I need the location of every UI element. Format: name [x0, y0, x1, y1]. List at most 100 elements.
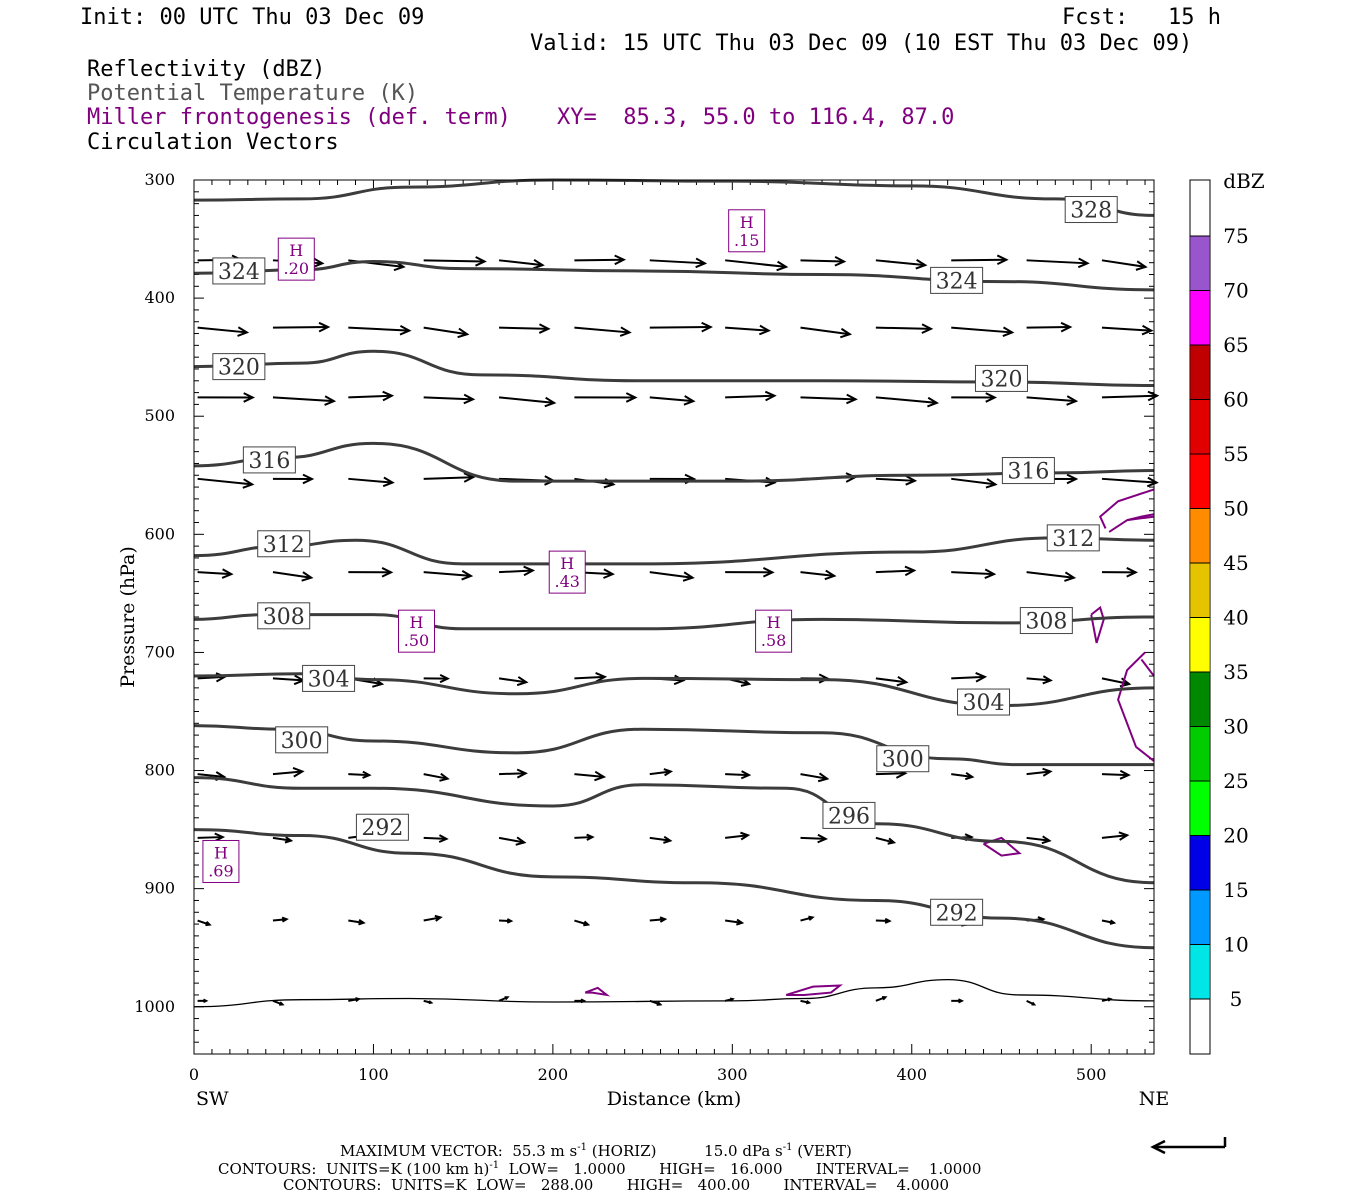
- circulation-vector: [951, 258, 1007, 262]
- vector-arrowhead: [583, 920, 591, 927]
- circulation-vector: [649, 326, 711, 329]
- fronto-max-value: .15: [734, 231, 759, 250]
- theta-contour: [193, 828, 1155, 950]
- theta-label-box: [822, 801, 876, 829]
- vector-arrowhead: [817, 772, 830, 783]
- circulation-vector: [1101, 677, 1130, 685]
- x-tick-label: 500: [1076, 1065, 1107, 1084]
- field-frontogenesis: Miller frontogenesis (def. term): [87, 105, 511, 130]
- colorbar-label: 20: [1223, 824, 1248, 848]
- theta-label-box: [974, 364, 1028, 392]
- circulation-vector: [1101, 259, 1146, 268]
- circulation-vector: [649, 571, 693, 579]
- fronto-max-box: [398, 609, 436, 653]
- circulation-vector: [800, 836, 826, 840]
- theta-label: 292: [361, 816, 403, 841]
- frontogenesis-contour: [1140, 658, 1155, 677]
- frontogenesis-contours: [584, 488, 1155, 997]
- field-vectors: Circulation Vectors: [87, 130, 339, 155]
- vector-arrowhead: [701, 321, 713, 333]
- circulation-vector: [197, 571, 232, 576]
- circulation-vector: [272, 326, 329, 329]
- colorbar-segment: [1189, 726, 1211, 782]
- vector-arrowhead: [1126, 567, 1139, 578]
- vector-arrowhead: [279, 1001, 285, 1006]
- vector-arrowhead: [302, 473, 315, 485]
- circulation-vector: [649, 918, 666, 922]
- vector-arrowhead: [619, 326, 632, 337]
- circulation-vector: [423, 836, 447, 840]
- vector-arrowhead: [461, 569, 474, 581]
- vector-arrowhead: [457, 327, 470, 339]
- theta-contours: 328 324 324 320 320 316 316 312 312 308 308 304 304 3…: [193, 178, 1155, 1008]
- theta-label: 300: [882, 748, 924, 773]
- vector-arrowhead: [1141, 324, 1154, 336]
- fronto-max-value: .50: [404, 631, 429, 650]
- valid-time: Valid: 15 UTC Thu 03 Dec 09 (10 EST Thu …: [530, 31, 1193, 56]
- circulation-vector: [649, 259, 705, 265]
- vector-arrowhead: [984, 568, 997, 579]
- x-tick-label: 400: [896, 1065, 927, 1084]
- init-time: Init: 00 UTC Thu 03 Dec 09: [80, 5, 425, 30]
- vector-arrowhead: [764, 390, 777, 402]
- fronto-max-label: H: [214, 843, 228, 862]
- circulation-vector: [951, 773, 973, 778]
- circulation-vector: [1101, 326, 1152, 332]
- colorbar: 5 10 15 20 25 30 35 40 45 50 55 60 65 70 75 dBZ: [1189, 169, 1265, 1055]
- vector-arrowhead: [805, 1000, 812, 1005]
- circulation-vector: [574, 326, 630, 334]
- circulation-vector: [574, 836, 593, 839]
- axis-ticks: [193, 179, 1154, 1055]
- colorbar-segment: [1189, 617, 1211, 673]
- vector-arrowhead: [839, 327, 853, 339]
- theta-contour: [193, 259, 1155, 292]
- circulation-vector: [800, 326, 850, 336]
- vector-arrowhead: [301, 571, 314, 582]
- circulation-vector: [875, 836, 895, 844]
- vector-arrowhead: [663, 835, 673, 844]
- fronto-max-value: .58: [761, 631, 786, 650]
- vector-arrowhead: [663, 768, 674, 777]
- circulation-vector: [272, 836, 292, 842]
- theta-label: 328: [1070, 199, 1112, 224]
- colorbar-label: 45: [1223, 551, 1248, 575]
- circulation-vector: [1101, 394, 1158, 399]
- theta-contour: [193, 178, 1155, 217]
- vector-arrowhead: [438, 834, 449, 843]
- vector-arrowhead: [516, 676, 529, 687]
- vector-arrowhead: [758, 324, 771, 336]
- vector-arrowhead: [614, 254, 627, 266]
- theta-label-box: [957, 688, 1011, 716]
- circulation-vector: [1101, 773, 1129, 777]
- circulation-vector: [1026, 677, 1051, 682]
- vector-arrowhead: [1119, 769, 1131, 780]
- vector-arrowhead: [740, 770, 752, 780]
- colorbar-label: 50: [1223, 497, 1248, 521]
- y-tick-label: 400: [144, 288, 175, 307]
- theta-label: 296: [828, 804, 870, 829]
- vector-arrowhead: [358, 919, 366, 926]
- theta-contour: [193, 613, 1155, 631]
- colorbar-label: 10: [1223, 933, 1248, 957]
- colorbar-segment: [1189, 399, 1211, 455]
- theta-label-box: [242, 446, 296, 474]
- vector-arrowhead: [682, 571, 695, 582]
- fronto-maxima: H.69H.20H.15H.43H.50H.58: [202, 209, 793, 883]
- vector-arrowhead: [887, 837, 897, 845]
- theta-label: 324: [218, 260, 260, 285]
- vector-arrowhead: [1109, 919, 1117, 925]
- vector-arrowhead: [515, 836, 527, 846]
- circulation-vector: [1026, 770, 1051, 776]
- vector-arrowhead: [281, 916, 289, 923]
- theta-label: 320: [218, 356, 260, 381]
- y-axis-title: Pressure (hPa): [117, 546, 139, 688]
- colorbar-label: 75: [1223, 224, 1248, 248]
- circulation-vectors: [197, 254, 1160, 1006]
- circulation-vector: [725, 259, 787, 268]
- colorbar-label: 60: [1223, 388, 1248, 412]
- vector-arrowhead: [428, 1000, 434, 1005]
- colorbar-label: 70: [1223, 279, 1248, 303]
- fronto-max-label: H: [289, 241, 303, 260]
- vector-arrowhead: [1060, 321, 1073, 333]
- vector-arrowhead: [905, 475, 918, 486]
